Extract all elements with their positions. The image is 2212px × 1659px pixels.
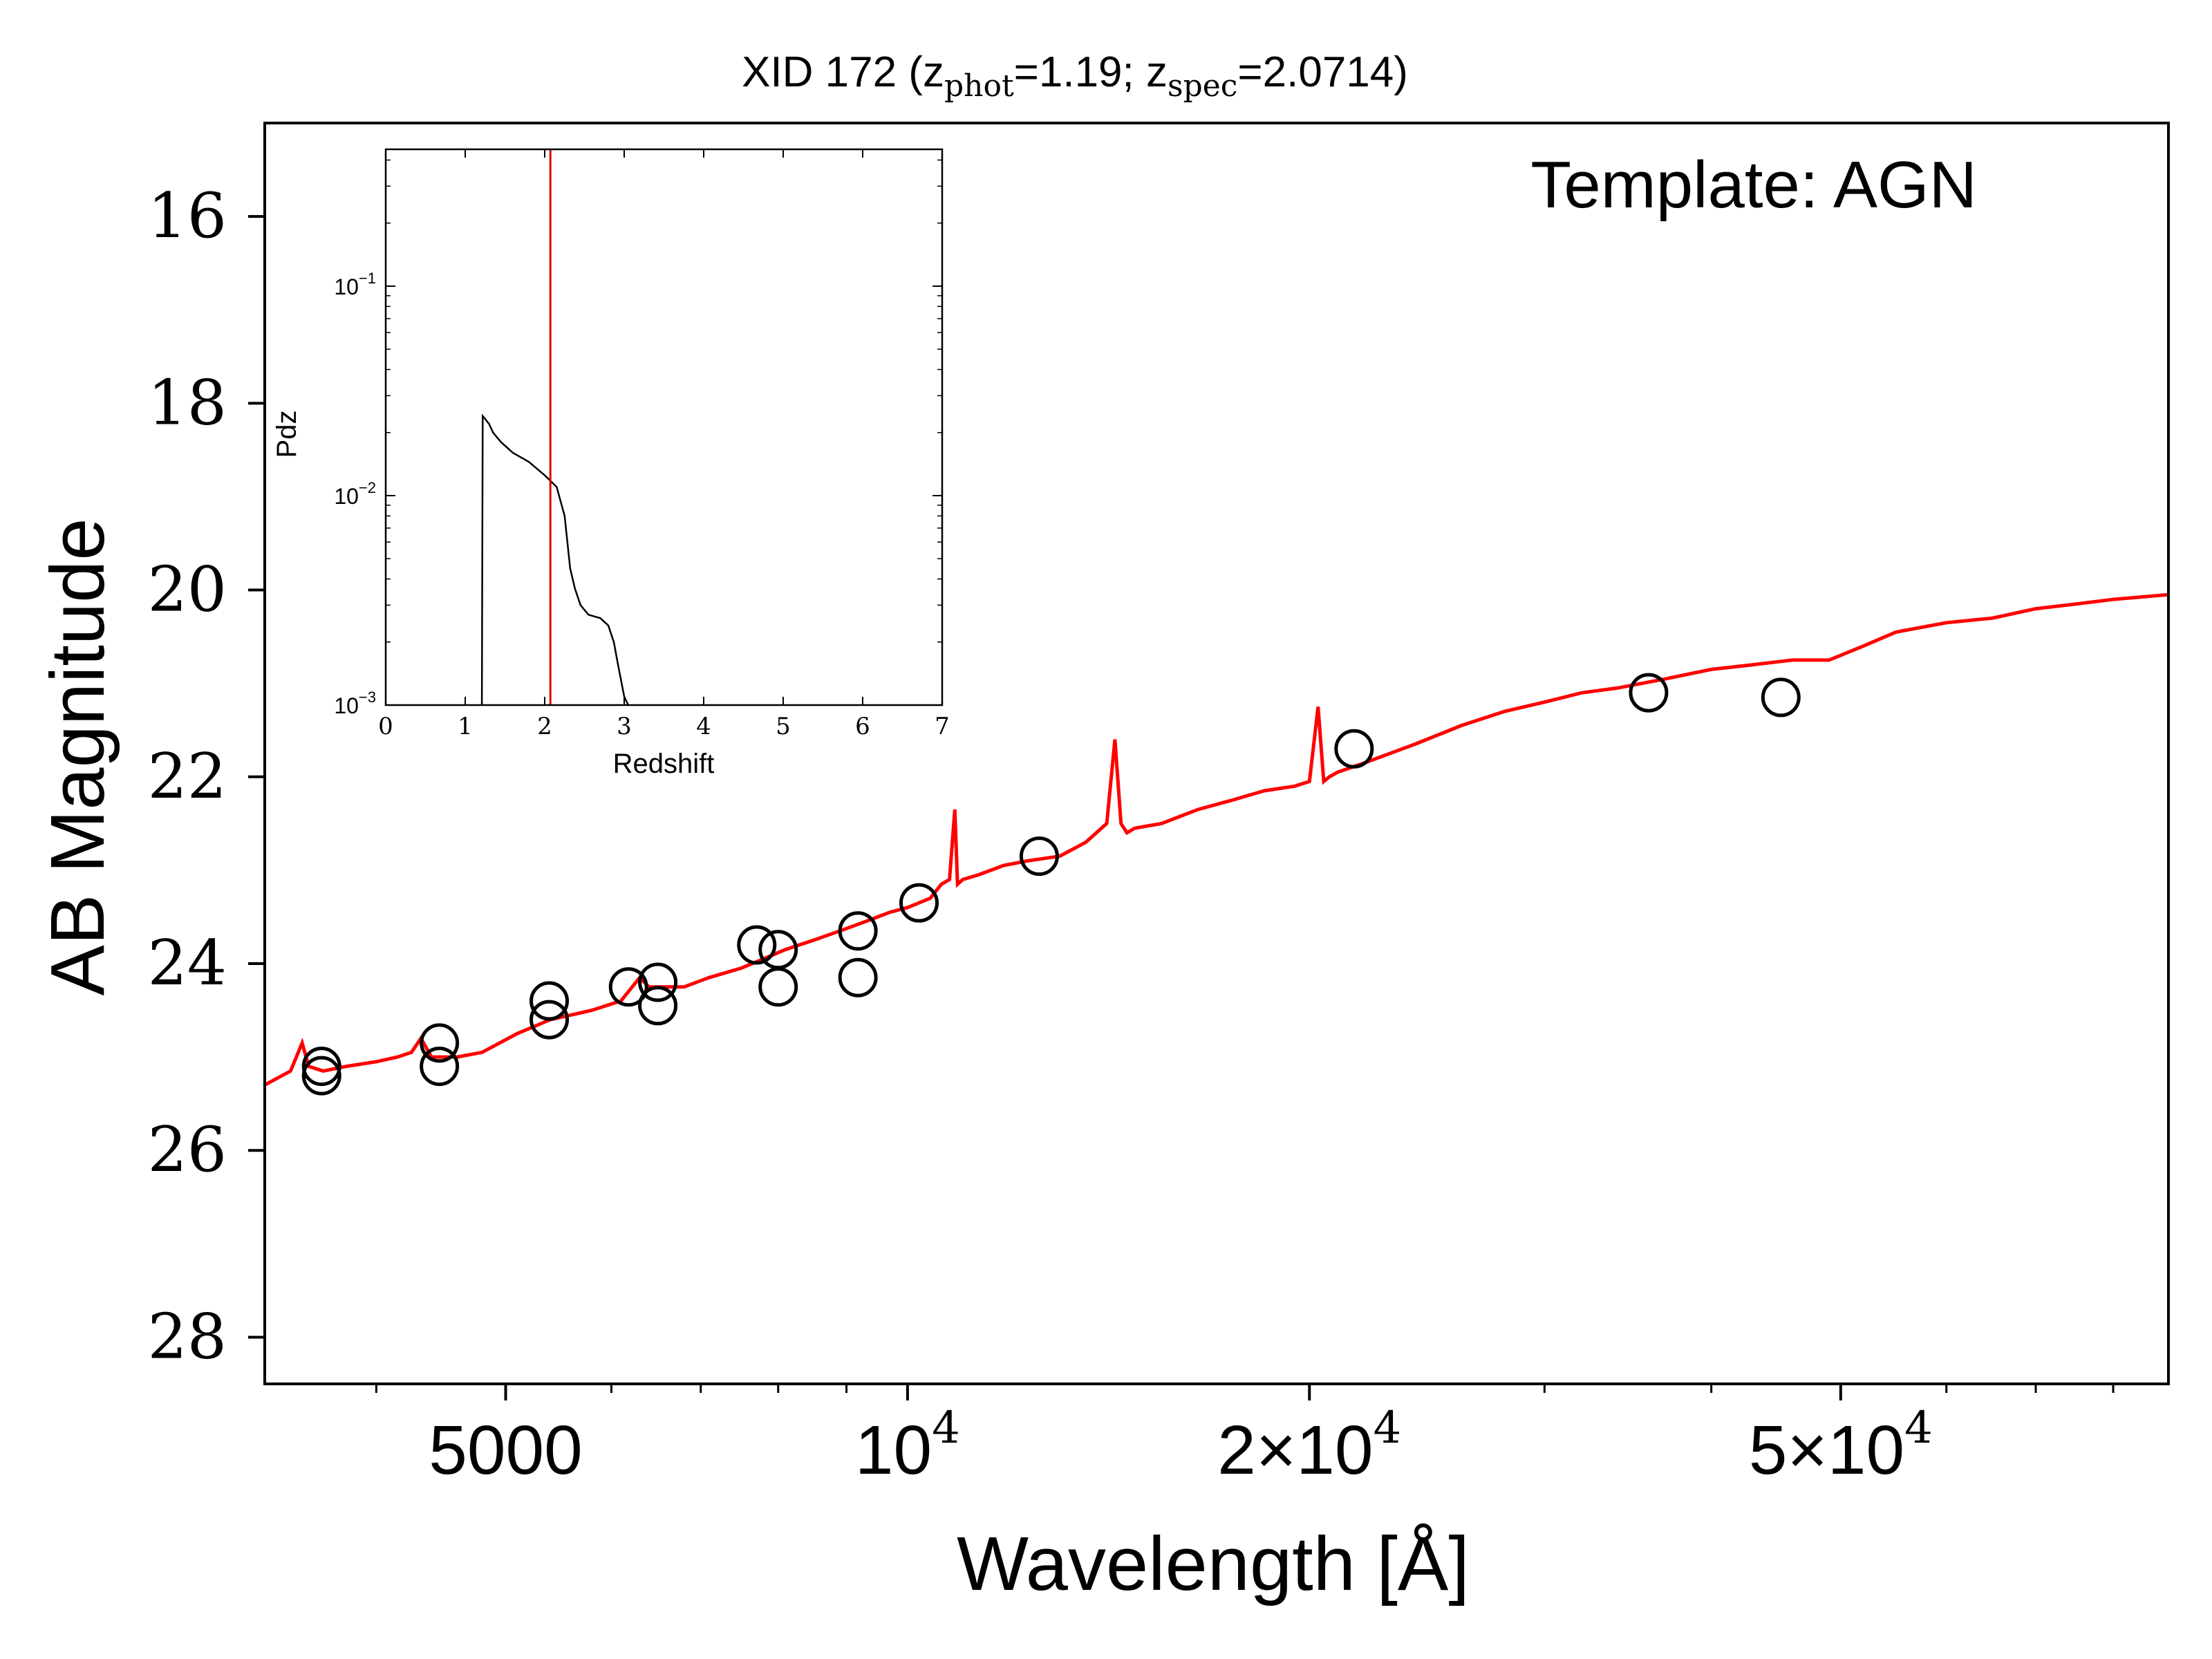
model-sed-line bbox=[263, 592, 2169, 1087]
y-tick-label: 20 bbox=[147, 554, 227, 626]
x-tick-label: 5×104 bbox=[1749, 1403, 1933, 1489]
inset-x-tick-label: 0 bbox=[378, 713, 393, 740]
photometry-point bbox=[1629, 673, 1669, 713]
photometry-point bbox=[638, 986, 678, 1026]
photometry-point bbox=[420, 1047, 460, 1087]
y-axis-label: AB Magnitude bbox=[35, 518, 120, 996]
chart-title: XID 172 (zphot=1.19; zspec=2.0714) bbox=[742, 48, 1408, 104]
inset-x-tick-label: 4 bbox=[696, 713, 711, 740]
inset-frame bbox=[384, 148, 944, 706]
photometry-point bbox=[301, 1056, 341, 1096]
inset-x-tick-label: 5 bbox=[776, 713, 791, 740]
inset-x-axis-label: Redshift bbox=[613, 749, 715, 779]
photometry-points bbox=[301, 673, 1801, 1096]
x-axis-label: Wavelength [Å] bbox=[957, 1521, 1470, 1606]
inset-y-tick-label: 10−1 bbox=[334, 270, 376, 299]
photometry-point bbox=[529, 981, 570, 1021]
main-plot-frame bbox=[263, 122, 2170, 1385]
x-tick-label: 104 bbox=[855, 1403, 960, 1489]
photometry-point bbox=[838, 911, 878, 951]
photometry-point bbox=[899, 883, 939, 923]
y-tick-label: 16 bbox=[147, 180, 227, 252]
photometry-point bbox=[638, 962, 678, 1002]
inset-x-tick-label: 1 bbox=[458, 713, 473, 740]
inset-y-axis-label: Pdz bbox=[272, 411, 302, 458]
title-sub-phot: phot bbox=[944, 68, 1014, 104]
inset-y-tick-label: 10−3 bbox=[334, 688, 376, 718]
x-tick-label: 2×104 bbox=[1217, 1403, 1401, 1489]
title-prefix: XID 172 (z bbox=[742, 48, 944, 96]
photometry-point bbox=[1019, 836, 1059, 877]
photometry-point bbox=[1334, 729, 1374, 769]
photometry-point bbox=[737, 925, 777, 965]
title-suffix: =2.0714) bbox=[1237, 48, 1408, 96]
photometry-point bbox=[608, 967, 648, 1007]
y-tick-label: 24 bbox=[147, 927, 227, 1000]
photometry-point bbox=[301, 1047, 341, 1087]
x-tick-label: 5000 bbox=[429, 1412, 582, 1489]
inset-background bbox=[386, 149, 942, 705]
pdz-curve bbox=[480, 413, 629, 706]
title-mid: =1.19; z bbox=[1014, 48, 1168, 96]
title-sub-spec: spec bbox=[1168, 68, 1237, 104]
inset-x-tick-label: 3 bbox=[617, 713, 632, 740]
template-label: Template: AGN bbox=[1530, 148, 1977, 222]
photometry-point bbox=[758, 967, 798, 1007]
photometry-point bbox=[420, 1023, 460, 1063]
photometry-point bbox=[838, 957, 878, 997]
y-tick-label: 28 bbox=[147, 1300, 227, 1373]
y-tick-label: 26 bbox=[147, 1114, 227, 1186]
inset-x-tick-label: 6 bbox=[855, 713, 870, 740]
photometry-point bbox=[529, 1000, 570, 1040]
y-tick-label: 18 bbox=[147, 366, 227, 439]
inset-x-tick-label: 2 bbox=[537, 713, 552, 740]
inset-y-tick-label: 10−2 bbox=[334, 479, 376, 509]
inset-x-tick-label: 7 bbox=[935, 713, 950, 740]
y-tick-label: 22 bbox=[147, 740, 227, 813]
photometry-point bbox=[1761, 677, 1801, 718]
